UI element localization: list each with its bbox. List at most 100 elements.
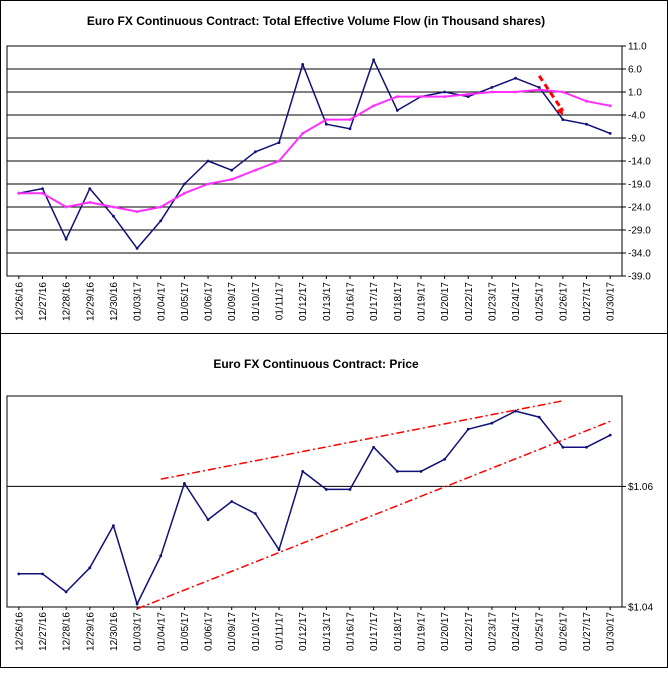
price-data-point — [230, 500, 234, 503]
price-x-tick-label: 01/13/17 — [322, 612, 333, 651]
moving-average-point — [490, 90, 494, 94]
moving-average-point — [514, 90, 517, 94]
price-x-tick-label: 01/30/17 — [606, 612, 617, 651]
price-x-tick-label: 12/30/16 — [109, 612, 120, 651]
volume-x-tick-label: 01/20/17 — [440, 282, 451, 321]
volume-data-point — [230, 168, 234, 172]
price-x-tick-label: 01/27/17 — [582, 612, 593, 651]
price-x-tick-label: 01/25/17 — [535, 612, 546, 651]
volume-x-tick-label: 01/18/17 — [393, 282, 404, 321]
price-data-point — [419, 469, 423, 473]
volume-x-tick-label: 12/30/16 — [109, 282, 120, 321]
volume-data-point — [395, 109, 399, 112]
volume-data-point — [490, 86, 494, 89]
price-x-tick-label: 01/19/17 — [416, 612, 427, 651]
price-x-tick-label: 01/10/17 — [251, 612, 262, 651]
volume-y-tick-label: 11.0 — [628, 42, 647, 53]
price-data-point — [514, 409, 517, 413]
moving-average-point — [253, 168, 257, 172]
volume-x-tick-label: 12/29/16 — [85, 282, 96, 321]
price-data-point — [324, 488, 328, 491]
price-data-point — [277, 548, 281, 552]
volume-data-point — [608, 132, 612, 135]
price-plot-area: $1.06 $1.04 12/26/16 12/27/16 12/28/16 12/29/… — [6, 395, 653, 651]
moving-average-point — [395, 95, 399, 98]
volume-y-tick-label: 6.0 — [628, 65, 642, 76]
price-data-point — [537, 415, 541, 419]
volume-data-point — [183, 182, 186, 186]
price-data-point — [253, 512, 257, 515]
price-x-tick-label: 01/11/17 — [275, 612, 286, 651]
trend-arrow-shaft — [537, 75, 565, 112]
moving-average-point — [112, 205, 115, 209]
moving-average-point — [41, 191, 44, 195]
price-data-point — [17, 572, 21, 576]
price-data-point — [443, 457, 446, 461]
volume-data-point — [206, 159, 210, 163]
price-x-tick-label: 01/04/17 — [156, 612, 167, 651]
volume-y-tick-label: -14.0 — [628, 157, 651, 168]
volume-chart-title: Euro FX Continuous Contract: Total Effec… — [87, 14, 545, 28]
volume-x-tick-label: 01/23/17 — [487, 282, 498, 321]
volume-x-tick-label: 01/24/17 — [511, 282, 522, 321]
volume-x-tick-label: 01/12/17 — [298, 282, 309, 321]
volume-data-point — [348, 127, 352, 131]
trend-arrow-head — [555, 107, 563, 115]
moving-average-point — [608, 104, 612, 108]
price-x-tick-label: 01/20/17 — [440, 612, 451, 651]
moving-average-point — [277, 159, 281, 163]
volume-series-line — [18, 59, 611, 250]
price-x-tick-label: 01/16/17 — [345, 612, 356, 651]
volume-data-point — [41, 187, 44, 191]
price-data-point — [88, 566, 92, 570]
price-data-point — [206, 518, 210, 521]
moving-average-point — [466, 92, 470, 96]
moving-average-point — [135, 210, 139, 214]
price-x-tick-label: 01/22/17 — [464, 612, 475, 651]
moving-average-point — [537, 88, 541, 92]
price-chart-title: Euro FX Continuous Contract: Price — [213, 357, 419, 371]
moving-average-point — [561, 90, 565, 94]
volume-x-tick-label: 12/27/16 — [38, 282, 49, 321]
volume-x-tick-label: 01/09/17 — [227, 282, 238, 321]
volume-x-tick-label: 01/04/17 — [156, 282, 167, 321]
moving-average-point — [419, 95, 423, 98]
price-data-point — [348, 488, 352, 491]
moving-average-point — [372, 104, 376, 108]
price-series-line — [18, 410, 611, 605]
volume-x-tick-label: 01/17/17 — [369, 282, 380, 321]
moving-average-point — [324, 118, 328, 121]
price-y-tick-label: $1.04 — [628, 603, 653, 614]
volume-x-tick-label: 12/28/16 — [62, 282, 73, 321]
volume-x-tick-label: 01/25/17 — [535, 282, 546, 321]
volume-x-tick-label: 01/26/17 — [558, 282, 569, 321]
volume-y-tick-label: -34.0 — [628, 249, 651, 260]
volume-x-tick-label: 01/16/17 — [345, 282, 356, 321]
volume-data-point — [561, 118, 565, 121]
volume-data-point — [466, 95, 470, 98]
price-x-tick-label: 01/24/17 — [511, 612, 522, 651]
volume-data-point — [443, 90, 446, 94]
price-x-tick-label: 01/05/17 — [180, 612, 191, 651]
moving-average-point — [183, 191, 186, 195]
moving-average-line — [18, 88, 611, 213]
volume-y-tick-label: -9.0 — [628, 134, 646, 145]
moving-average-point — [230, 178, 234, 181]
volume-x-tick-label: 01/10/17 — [251, 282, 262, 321]
price-y-tick-label: $1.06 — [628, 482, 653, 493]
moving-average-point — [348, 118, 352, 121]
price-x-tick-label: 01/03/17 — [133, 612, 144, 651]
volume-data-point — [88, 187, 92, 191]
price-x-tick-label: 12/27/16 — [38, 612, 49, 651]
price-x-tick-label: 01/17/17 — [369, 612, 380, 651]
moving-average-point — [64, 205, 68, 209]
moving-average-point — [88, 201, 92, 204]
volume-y-tick-label: -29.0 — [628, 226, 651, 237]
channel-trend-line — [136, 420, 611, 610]
volume-x-tick-label: 01/06/17 — [204, 282, 215, 321]
volume-plot-area: 11.0 6.0 1.0 -4.0 -9.0 -14.0 -19.0 -24.0 -29.0 -3… — [6, 42, 651, 321]
moving-average-point — [301, 132, 305, 135]
volume-y-tick-label: -4.0 — [628, 111, 646, 122]
price-data-point — [41, 572, 44, 576]
